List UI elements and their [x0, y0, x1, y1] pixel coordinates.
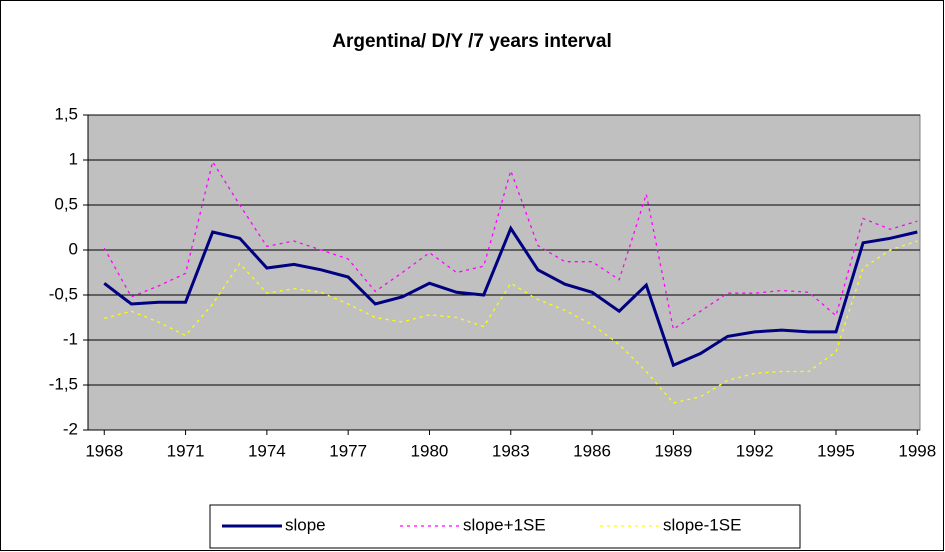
x-tick-label: 1998: [898, 441, 936, 460]
y-tick-label: -2: [63, 419, 78, 438]
y-tick-label: 1,5: [54, 104, 78, 123]
x-tick-label: 1977: [329, 441, 367, 460]
y-tick-label: 0: [69, 239, 78, 258]
x-tick-label: 1986: [573, 441, 611, 460]
x-tick-label: 1968: [85, 441, 123, 460]
x-tick-label: 1995: [817, 441, 855, 460]
y-tick-label: 0,5: [54, 194, 78, 213]
legend-label: slope-1SE: [663, 515, 741, 534]
x-tick-label: 1971: [167, 441, 205, 460]
y-tick-label: -0,5: [49, 284, 78, 303]
x-tick-label: 1992: [736, 441, 774, 460]
y-tick-label: -1: [63, 329, 78, 348]
chart-title: Argentina/ D/Y /7 years interval: [332, 31, 612, 52]
series-line: [103, 225, 918, 368]
series-line: [104, 240, 918, 404]
plot-area: [87, 114, 921, 431]
legend-label: slope: [285, 515, 326, 534]
y-tick-label: -1,5: [49, 374, 78, 393]
legend: slope slope+1SE slope-1SE: [209, 504, 801, 549]
x-tick-label: 1980: [411, 441, 449, 460]
x-tick-label: 1983: [492, 441, 530, 460]
y-tick-label: 1: [69, 149, 78, 168]
series-line: [103, 160, 918, 331]
x-tick-label: 1989: [654, 441, 692, 460]
legend-label: slope+1SE: [463, 515, 546, 534]
x-tick-label: 1974: [248, 441, 286, 460]
legend-box: [209, 504, 801, 549]
